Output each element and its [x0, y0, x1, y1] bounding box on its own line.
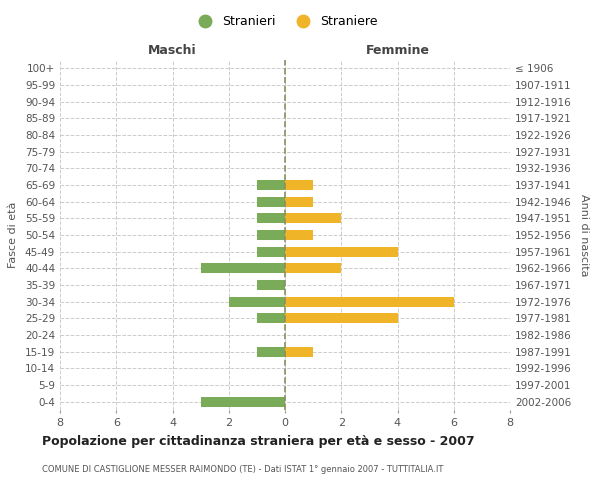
Bar [257, 246, 285, 256]
Bar [229, 296, 285, 306]
Bar [285, 214, 341, 224]
Bar [285, 346, 313, 356]
Bar [285, 230, 313, 240]
Bar [257, 196, 285, 206]
Bar [285, 296, 454, 306]
Bar [285, 314, 398, 324]
Bar [285, 196, 313, 206]
Bar [200, 264, 285, 274]
Bar [257, 314, 285, 324]
Text: Popolazione per cittadinanza straniera per età e sesso - 2007: Popolazione per cittadinanza straniera p… [42, 435, 475, 448]
Bar [257, 346, 285, 356]
Bar [257, 180, 285, 190]
Y-axis label: Anni di nascita: Anni di nascita [578, 194, 589, 276]
Bar [285, 264, 341, 274]
Bar [285, 246, 398, 256]
Bar [285, 180, 313, 190]
Y-axis label: Fasce di età: Fasce di età [8, 202, 18, 268]
Legend: Stranieri, Straniere: Stranieri, Straniere [187, 10, 383, 34]
Bar [257, 230, 285, 240]
Text: Femmine: Femmine [365, 44, 430, 57]
Bar [257, 280, 285, 290]
Text: Maschi: Maschi [148, 44, 197, 57]
Bar [257, 214, 285, 224]
Bar [200, 396, 285, 406]
Text: COMUNE DI CASTIGLIONE MESSER RAIMONDO (TE) - Dati ISTAT 1° gennaio 2007 - TUTTIT: COMUNE DI CASTIGLIONE MESSER RAIMONDO (T… [42, 465, 443, 474]
